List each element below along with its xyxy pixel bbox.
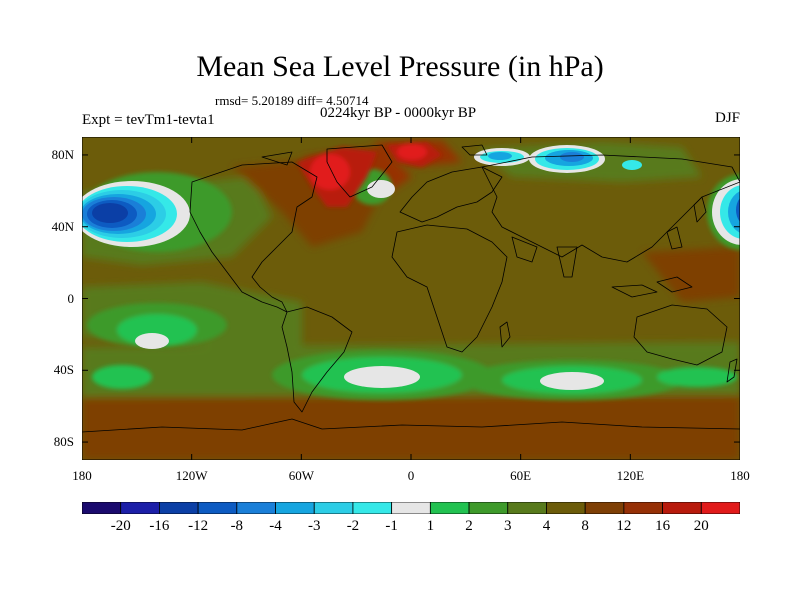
- colorbar-box: [120, 502, 160, 514]
- lon-tick-label: 0: [407, 468, 415, 483]
- colorbar-box: [236, 502, 276, 514]
- lon-tick-label: 60E: [510, 468, 532, 483]
- season-label: DJF: [714, 110, 740, 126]
- colorbar-box: [313, 502, 354, 514]
- lat-tick-label: 80S: [53, 434, 74, 450]
- colorbar-box: [468, 502, 509, 514]
- positive-anomaly-cores: [297, 142, 442, 207]
- colorbar-box: [429, 502, 470, 514]
- colorbar-level-label: 20: [693, 518, 709, 534]
- colorbar-level-label: 3: [504, 518, 512, 534]
- lon-tick-label: 120W: [175, 468, 208, 483]
- lat-tick-label: 80N: [51, 146, 74, 162]
- colorbar-level-label: 12: [616, 518, 632, 534]
- colorbar-level-label: -3: [307, 518, 321, 534]
- colorbar-level-label: -12: [188, 518, 209, 534]
- colorbar-box: [197, 502, 238, 514]
- colorbar-level-label: -2: [346, 518, 360, 534]
- colorbar: [82, 502, 740, 514]
- anomaly-cores: [82, 145, 740, 390]
- colorbar-box: [391, 502, 431, 514]
- colorbar-level-label: 8: [581, 518, 589, 534]
- colorbar-box: [159, 502, 199, 514]
- colorbar-level-label: -1: [385, 518, 398, 534]
- lon-tick-label: 180: [72, 468, 92, 483]
- colorbar-level-label: 16: [655, 518, 671, 534]
- colorbar-box: [352, 502, 393, 514]
- coastlines: [82, 144, 740, 433]
- colorbar-level-label: 2: [465, 518, 473, 534]
- colorbar-box: [546, 502, 586, 514]
- colorbar-level-label: 4: [542, 518, 551, 534]
- colorbar-box: [584, 502, 625, 514]
- chart-title: Mean Sea Level Pressure (in hPa): [196, 50, 604, 83]
- lat-tick-label: 0: [67, 290, 75, 306]
- colorbar-box: [82, 502, 122, 514]
- colorbar-box: [623, 502, 663, 514]
- pressure-map: [82, 137, 740, 460]
- lon-tick-label: 60W: [288, 468, 314, 483]
- colorbar-level-label: -4: [269, 518, 282, 534]
- lat-tick-label: 40N: [51, 218, 74, 234]
- colorbar-box: [507, 502, 547, 514]
- colorbar-level-label: -16: [149, 518, 170, 534]
- colorbar-box: [275, 502, 315, 514]
- lat-tick-label: 40S: [53, 362, 74, 378]
- lon-tick-label: 180: [730, 468, 750, 483]
- colorbar-level-label: 1: [426, 518, 435, 534]
- lon-tick-label: 120E: [616, 468, 645, 483]
- experiment-label: Expt = tevTm1-tevta1: [82, 112, 215, 128]
- colorbar-level-label: -8: [230, 518, 244, 534]
- period-label: 0224kyr BP - 0000kyr BP: [320, 105, 477, 121]
- colorbar-box: [700, 502, 740, 514]
- colorbar-box: [662, 502, 702, 514]
- colorbar-level-label: -20: [110, 518, 131, 534]
- stats-line: rmsd= 5.20189 diff= 4.50714: [215, 93, 369, 108]
- map-tick-marks: [82, 137, 740, 460]
